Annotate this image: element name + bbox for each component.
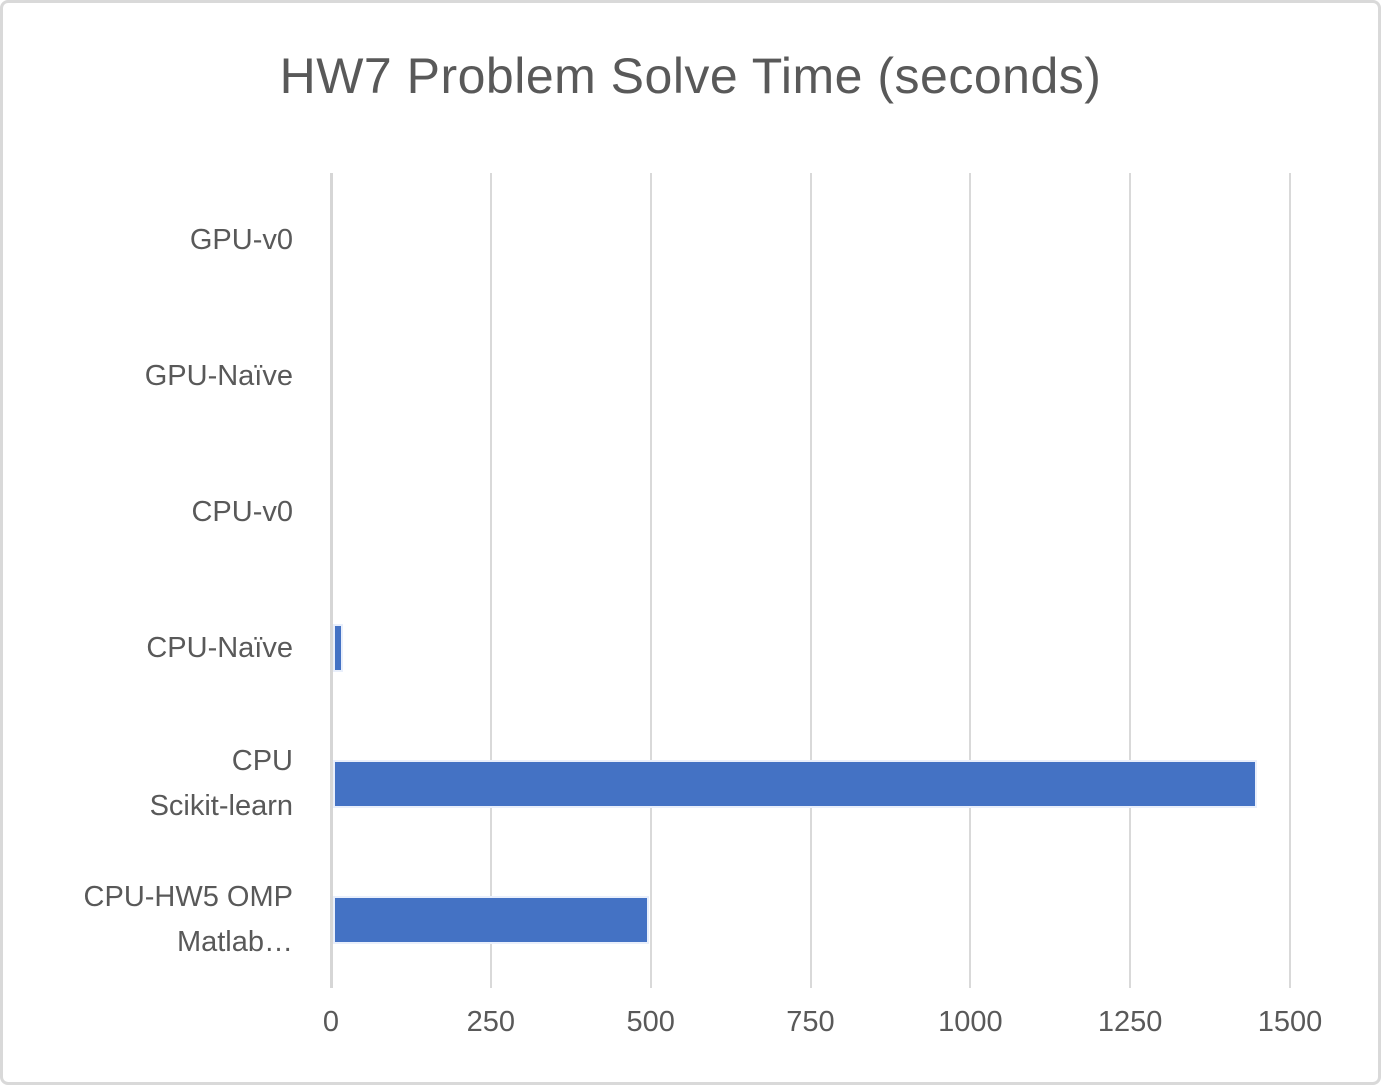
chart-title: HW7 Problem Solve Time (seconds) — [279, 48, 1102, 104]
gridline-x-1500 — [1289, 173, 1291, 988]
bar-cpu-scikit-learn — [333, 760, 1257, 809]
bar-cpu-na-ve — [333, 624, 343, 673]
gridline-x-750 — [809, 173, 812, 988]
category-label-gpu-v0: GPU-v0 — [189, 224, 293, 257]
category-label-gpu-na-ve: GPU-Naïve — [144, 360, 293, 393]
category-label-cpu-v0: CPU-v0 — [191, 496, 293, 529]
gridline-x-1250 — [1129, 173, 1132, 988]
bar-cpu-hw5-omp-matlab — [333, 896, 650, 945]
x-tick-label-0: 0 — [322, 1006, 340, 1038]
x-tick-label-250: 250 — [466, 1006, 516, 1038]
gridline-x-250 — [489, 173, 492, 988]
gridline-x-500 — [649, 173, 652, 988]
x-tick-label-500: 500 — [626, 1006, 675, 1038]
category-label-cpu-na-ve: CPU-Naïve — [146, 631, 293, 664]
plot-area — [330, 173, 1291, 988]
x-tick-label-1250: 1250 — [1097, 1006, 1163, 1038]
category-label-cpu-hw5-omp-matlab: CPU-HW5 OMP Matlab… — [83, 881, 293, 959]
category-label-cpu-scikit-learn: CPU Scikit-learn — [149, 745, 293, 823]
gridline-x-1000 — [969, 173, 972, 988]
x-tick-label-1500: 1500 — [1257, 1006, 1323, 1038]
x-tick-label-750: 750 — [786, 1006, 835, 1038]
y-axis-line — [330, 173, 333, 988]
x-tick-label-1000: 1000 — [938, 1006, 1003, 1038]
